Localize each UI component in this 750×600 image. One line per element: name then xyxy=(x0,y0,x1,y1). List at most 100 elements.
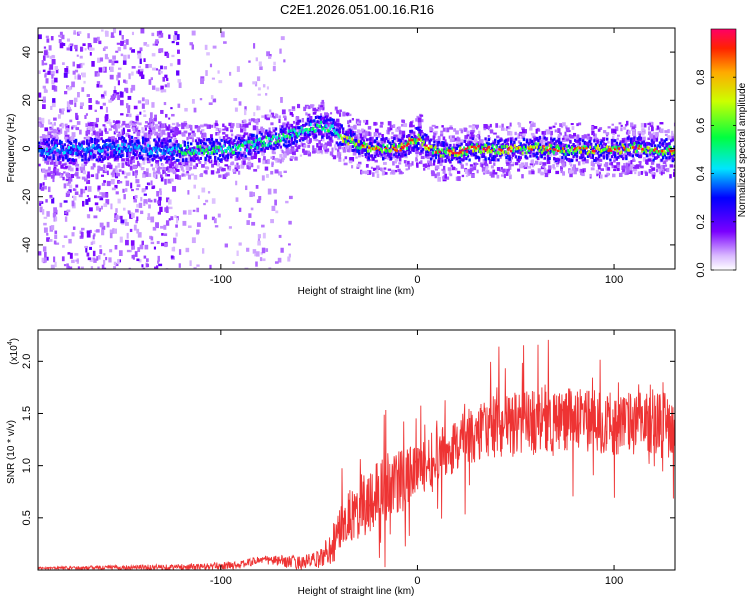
spectrogram-noise-cell xyxy=(92,250,96,257)
spectrogram-halo-cell xyxy=(147,122,151,126)
spectrogram-ridge-cell xyxy=(134,145,137,149)
spectrogram-band-cell xyxy=(634,145,638,149)
spectrogram-halo-cell xyxy=(162,169,165,175)
spectrogram-halo-cell xyxy=(159,132,163,137)
spectrogram-halo-cell xyxy=(391,169,395,174)
spectrogram-band-cell xyxy=(569,146,572,150)
spectrogram-band-cell xyxy=(284,140,287,144)
spectrogram-band-cell xyxy=(255,134,258,138)
spectrogram-band-cell xyxy=(673,158,675,162)
spectrogram-noise-cell xyxy=(44,160,48,164)
spectrogram-halo-cell xyxy=(93,130,96,135)
spectrogram-halo-cell xyxy=(571,166,576,171)
spectrogram-band-cell xyxy=(593,158,596,162)
spectrogram-ridge-cell xyxy=(101,149,104,153)
spectrogram-band-cell xyxy=(180,149,183,153)
spectrogram-band-cell xyxy=(166,143,169,147)
spectrogram-halo-cell xyxy=(137,154,142,158)
spectrogram-halo-cell xyxy=(534,160,539,165)
spectrogram-noise-cell xyxy=(118,155,121,159)
spectrogram-noise-cell xyxy=(134,251,138,257)
spectrogram-noise-cell xyxy=(156,191,160,197)
spectrogram-ridge-cell xyxy=(92,144,95,148)
spectrogram-noise-cell xyxy=(90,241,94,245)
spectrogram-band-cell xyxy=(366,145,369,149)
spectrogram-band-cell xyxy=(348,141,351,145)
spectrogram-halo-cell xyxy=(157,127,162,132)
spectrogram-band-cell xyxy=(604,149,607,153)
spectrogram-band-cell xyxy=(153,154,156,158)
spectrogram-ridge-cell xyxy=(61,148,64,152)
spectrogram-noise-cell xyxy=(177,103,181,108)
spectrogram-noise-cell xyxy=(181,156,185,159)
spectrogram-noise-cell xyxy=(157,200,160,205)
spectrogram-halo-cell xyxy=(590,167,595,171)
spectrogram-halo-cell xyxy=(634,171,637,175)
spectrogram-band-cell xyxy=(404,150,407,154)
spectrogram-noise-cell xyxy=(215,120,218,125)
spectrogram-halo-cell xyxy=(266,117,270,121)
spectrogram-halo-cell xyxy=(619,147,623,153)
spectrogram-band-cell xyxy=(332,118,335,122)
spectrogram-halo-cell xyxy=(618,122,622,125)
spectrogram-halo-cell xyxy=(369,132,372,137)
spectrogram-noise-cell xyxy=(201,248,205,254)
spectrogram-noise-cell xyxy=(71,232,75,237)
spectrogram-noise-cell xyxy=(67,86,71,91)
spectrogram-halo-cell xyxy=(421,119,424,123)
spectrogram-band-cell xyxy=(626,152,630,156)
spectrogram-band-cell xyxy=(570,152,574,156)
spectrogram-halo-cell xyxy=(477,134,481,138)
spectrogram-band-cell xyxy=(111,154,114,158)
spectrogram-band-cell xyxy=(134,149,137,153)
spectrogram-halo-cell xyxy=(167,160,171,165)
spectrogram-halo-cell xyxy=(334,148,338,151)
spectrogram-noise-cell xyxy=(42,209,45,215)
spectrogram-ridge-cell xyxy=(248,140,251,144)
spectrogram-band-cell xyxy=(271,146,274,150)
spectrogram-band-cell xyxy=(294,126,297,130)
spectrogram-ridge-cell xyxy=(69,150,72,155)
spectrogram-halo-cell xyxy=(562,171,565,176)
spectrogram-band-cell xyxy=(431,149,434,153)
spectrogram-halo-cell xyxy=(575,139,579,144)
spectrogram-noise-cell xyxy=(82,62,85,66)
spectrogram-halo-cell xyxy=(248,122,251,126)
spectrogram-noise-cell xyxy=(53,131,58,137)
spectrogram-band-cell xyxy=(201,140,204,144)
spectrogram-noise-cell xyxy=(63,171,66,174)
spectrogram-halo-cell xyxy=(450,138,455,141)
spectrogram-band-cell xyxy=(46,143,49,147)
spectrogram-noise-cell xyxy=(44,74,47,78)
spectrogram-band-cell xyxy=(514,137,518,141)
spectrogram-band-cell xyxy=(346,139,350,143)
spectrogram-halo-cell xyxy=(320,105,324,108)
spectrogram-noise-cell xyxy=(122,188,125,193)
spectrogram-ridge-cell xyxy=(213,149,216,154)
spectrogram-halo-cell xyxy=(150,163,154,167)
spectrogram-halo-cell xyxy=(95,123,99,128)
spectrogram-halo-cell xyxy=(38,163,41,167)
spectrogram-noise-cell xyxy=(170,178,174,182)
spectrogram-halo-cell xyxy=(146,141,151,146)
spectrogram-halo-cell xyxy=(249,118,253,123)
spectrogram-noise-cell xyxy=(130,182,133,189)
spectrogram-noise-cell xyxy=(77,91,80,98)
spectrogram-halo-cell xyxy=(297,129,301,133)
spectrogram-halo-cell xyxy=(44,127,49,132)
spectrogram-band-cell xyxy=(135,156,138,160)
spectrogram-noise-cell xyxy=(52,170,56,177)
spectrogram-band-cell xyxy=(212,140,215,144)
spectrogram-band-cell xyxy=(46,150,49,154)
spectrogram-halo-cell xyxy=(266,114,269,117)
spectrogram-noise-cell xyxy=(129,113,132,118)
spectrogram-band-cell xyxy=(479,143,482,147)
spectrogram-band-cell xyxy=(607,151,610,155)
spectrogram-noise-cell xyxy=(50,264,55,269)
spectrogram-noise-cell xyxy=(205,199,209,203)
spectrogram-halo-cell xyxy=(217,132,220,136)
spectrogram-halo-cell xyxy=(56,129,61,133)
spectrogram-band-cell xyxy=(457,144,460,148)
spectrogram-halo-cell xyxy=(264,114,267,120)
spectrogram-halo-cell xyxy=(195,163,199,167)
